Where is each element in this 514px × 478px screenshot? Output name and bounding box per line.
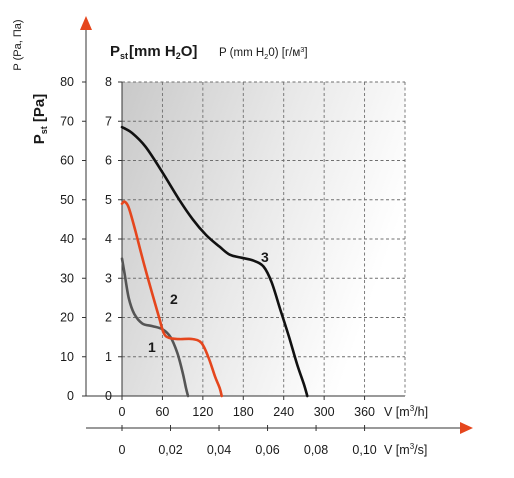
grid — [122, 81, 406, 396]
x-tick-label-m3h: 360 — [354, 405, 375, 419]
y-tick-label-mm: 4 — [105, 232, 112, 246]
plot-background — [122, 82, 405, 396]
x-tick-label-m3s: 0,04 — [207, 443, 231, 457]
y-ticks-mm: 0 1 2 3 4 5 6 7 8 — [105, 75, 112, 403]
x-axis-arrow — [460, 422, 473, 434]
x-tick-label-m3s: 0 — [119, 443, 126, 457]
y-tick-label-pa: 40 — [60, 232, 74, 246]
x-ticks-m3h: 0 60 120 180 240 300 360 — [119, 405, 376, 419]
y-tick-label-pa: 80 — [60, 75, 74, 89]
y-tick-label-pa: 20 — [60, 311, 74, 325]
x-tick-label-m3h: 300 — [314, 405, 335, 419]
y-tick-label-mm: 0 — [105, 389, 112, 403]
y-tick-label-pa: 70 — [60, 114, 74, 128]
x-tick-label-m3h: 60 — [155, 405, 169, 419]
y-tick-label-mm: 2 — [105, 311, 112, 325]
y-tick-label-mm: 3 — [105, 271, 112, 285]
y-tick-label-mm: 7 — [105, 114, 112, 128]
x-label-m3h: V [m3/h] — [384, 404, 428, 419]
x-tick-label-m3h: 120 — [192, 405, 213, 419]
curve-series-1 — [120, 257, 190, 398]
x-tick-label-m3s: 0,02 — [158, 443, 182, 457]
x-label-m3s: V [m3/s] — [384, 442, 427, 457]
curve-label-3: 3 — [261, 249, 269, 265]
y-tick-label-pa: 0 — [67, 389, 74, 403]
x-tick-label-m3h: 240 — [273, 405, 294, 419]
left-axis-arrow — [80, 16, 92, 30]
y-tick-label-mm: 1 — [105, 350, 112, 364]
y-ticks-pa: 0 10 20 30 40 50 60 70 80 — [60, 75, 74, 403]
tick-marks — [82, 81, 366, 431]
y-tick-label-pa: 60 — [60, 154, 74, 168]
x-tick-label-m3s: 0,08 — [304, 443, 328, 457]
title-main: Pst[mm H2O] — [110, 43, 197, 61]
y-tick-label-pa: 10 — [60, 350, 74, 364]
y-tick-label-pa: 50 — [60, 193, 74, 207]
y-label-bold: Pst [Pa] — [31, 94, 49, 145]
x-tick-label-m3h: 180 — [233, 405, 254, 419]
curve-series-3 — [120, 125, 309, 398]
y-tick-label-pa: 30 — [60, 271, 74, 285]
x-tick-label-m3h: 0 — [119, 405, 126, 419]
x-ticks-m3s: 0 0,02 0,04 0,06 0,08 0,10 — [119, 443, 377, 457]
curve-label-1: 1 — [148, 339, 156, 355]
x-tick-label-m3s: 0,06 — [255, 443, 279, 457]
y-tick-label-mm: 6 — [105, 154, 112, 168]
curve-label-2: 2 — [170, 291, 178, 307]
x-tick-label-m3s: 0,10 — [352, 443, 376, 457]
y-label-left: P (Pa, Па) — [12, 19, 24, 70]
y-tick-label-mm: 8 — [105, 75, 112, 89]
curves — [120, 125, 309, 398]
y-tick-label-mm: 5 — [105, 193, 112, 207]
curve-series-2 — [120, 200, 223, 398]
title-secondary: P (mm H20) [г/м3] — [219, 45, 308, 61]
